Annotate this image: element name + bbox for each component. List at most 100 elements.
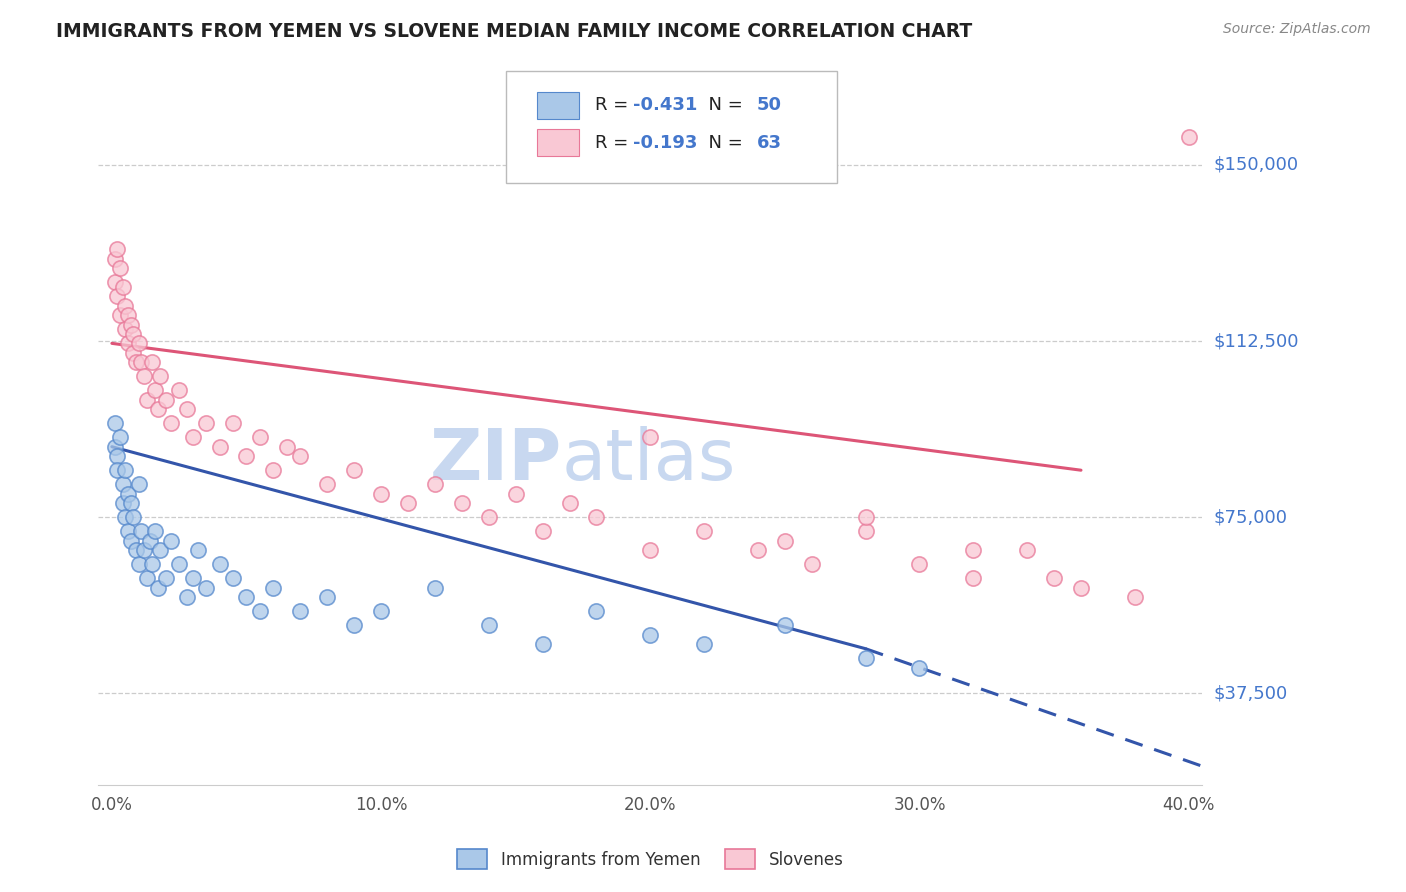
Point xyxy=(262,581,284,595)
Point xyxy=(105,463,128,477)
Point xyxy=(117,336,139,351)
Point xyxy=(276,440,298,454)
Point xyxy=(531,524,554,539)
Point xyxy=(135,392,157,407)
Point xyxy=(1177,129,1199,144)
Point xyxy=(125,543,148,558)
Text: $37,500: $37,500 xyxy=(1213,684,1288,702)
Point xyxy=(138,533,160,548)
Point xyxy=(155,392,177,407)
Point xyxy=(111,477,134,491)
Point xyxy=(120,318,142,332)
Point xyxy=(155,571,177,585)
Point xyxy=(396,496,419,510)
Point xyxy=(122,510,145,524)
Point xyxy=(423,477,446,491)
Point xyxy=(1043,571,1066,585)
Text: ZIP: ZIP xyxy=(430,426,562,495)
Point xyxy=(149,369,172,384)
Point xyxy=(235,590,257,604)
Point xyxy=(108,430,131,444)
Point xyxy=(693,524,716,539)
Point xyxy=(531,637,554,651)
Point xyxy=(693,637,716,651)
Point xyxy=(120,496,142,510)
Point xyxy=(962,543,984,558)
Text: 63: 63 xyxy=(756,134,782,152)
Point xyxy=(167,557,190,571)
Point xyxy=(114,463,136,477)
Point xyxy=(134,369,156,384)
Point xyxy=(128,557,150,571)
Point xyxy=(181,571,204,585)
Point xyxy=(316,590,339,604)
Point xyxy=(249,604,271,618)
Point xyxy=(117,308,139,322)
Point xyxy=(114,510,136,524)
Point xyxy=(131,355,153,369)
Text: -0.431: -0.431 xyxy=(633,96,697,114)
Point xyxy=(108,308,131,322)
Point xyxy=(195,581,218,595)
Point xyxy=(103,416,125,430)
Point xyxy=(114,322,136,336)
Point xyxy=(117,524,139,539)
Point xyxy=(773,618,796,632)
Point xyxy=(105,243,128,257)
Point xyxy=(176,590,198,604)
Point xyxy=(160,416,183,430)
Text: 50: 50 xyxy=(756,96,782,114)
Point xyxy=(290,449,312,463)
Text: $112,500: $112,500 xyxy=(1213,332,1299,350)
Point xyxy=(585,604,607,618)
Point xyxy=(908,660,931,674)
Point xyxy=(135,571,157,585)
Point xyxy=(149,543,172,558)
Text: atlas: atlas xyxy=(562,426,737,495)
Point xyxy=(105,289,128,303)
Point xyxy=(120,533,142,548)
Text: $75,000: $75,000 xyxy=(1213,508,1288,526)
Point xyxy=(105,449,128,463)
Point xyxy=(235,449,257,463)
Point xyxy=(195,416,218,430)
Point xyxy=(208,440,231,454)
Point xyxy=(146,581,169,595)
Point xyxy=(122,345,145,359)
Text: -0.193: -0.193 xyxy=(633,134,697,152)
Point xyxy=(176,402,198,417)
Point xyxy=(134,543,156,558)
Point xyxy=(343,618,366,632)
Point xyxy=(103,252,125,266)
Point xyxy=(122,326,145,341)
Point xyxy=(855,651,877,665)
Point xyxy=(800,557,823,571)
Point xyxy=(167,384,190,398)
Point xyxy=(638,430,662,444)
Text: N =: N = xyxy=(697,96,749,114)
Point xyxy=(103,440,125,454)
Point xyxy=(855,510,877,524)
Text: N =: N = xyxy=(697,134,749,152)
Point xyxy=(290,604,312,618)
Point xyxy=(638,543,662,558)
Point xyxy=(111,496,134,510)
Point xyxy=(638,627,662,641)
Point xyxy=(141,355,163,369)
Point xyxy=(128,477,150,491)
Point xyxy=(558,496,581,510)
Point xyxy=(160,533,183,548)
Point xyxy=(478,618,501,632)
Text: $150,000: $150,000 xyxy=(1213,156,1298,174)
Point xyxy=(249,430,271,444)
Point xyxy=(125,355,148,369)
Point xyxy=(478,510,501,524)
Point xyxy=(181,430,204,444)
Point xyxy=(855,524,877,539)
Point xyxy=(423,581,446,595)
Point xyxy=(262,463,284,477)
Point xyxy=(114,299,136,313)
Point xyxy=(222,571,245,585)
Point xyxy=(505,486,527,500)
Point xyxy=(1017,543,1039,558)
